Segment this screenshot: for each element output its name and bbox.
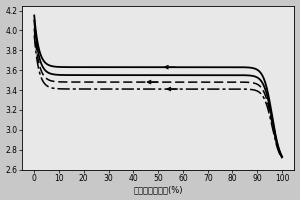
X-axis label: 规一化放电容量(%): 规一化放电容量(%) bbox=[134, 185, 183, 194]
